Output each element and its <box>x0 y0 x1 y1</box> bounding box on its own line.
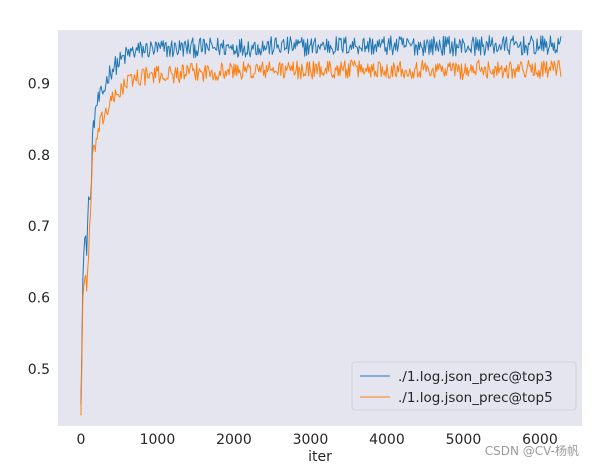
y-ticks: 0.5 0.6 0.7 0.8 0.9 <box>28 77 50 378</box>
legend-label: ./1.log.json_prec@top3 <box>398 369 553 385</box>
watermark: CSDN @CV-杨帆 <box>485 443 579 458</box>
x-tick-label: 3000 <box>293 432 329 448</box>
series-line <box>80 35 562 405</box>
legend: ./1.log.json_prec@top3 ./1.log.json_prec@… <box>351 361 577 411</box>
y-tick-label: 0.8 <box>28 148 50 164</box>
x-ticks: 0 1000 2000 3000 4000 5000 6000 <box>76 432 557 448</box>
x-tick-label: 5000 <box>446 432 482 448</box>
y-tick-label: 0.7 <box>28 219 50 235</box>
x-tick-label: 0 <box>76 432 85 448</box>
x-tick-label: 4000 <box>369 432 405 448</box>
legend-box <box>351 361 577 411</box>
series-layer <box>80 35 562 416</box>
x-axis-label: iter <box>308 449 332 465</box>
x-tick-label: 6000 <box>522 432 558 448</box>
y-tick-label: 0.9 <box>28 77 50 93</box>
y-tick-label: 0.5 <box>28 362 50 378</box>
legend-label: ./1.log.json_prec@top5 <box>398 390 553 406</box>
y-tick-label: 0.6 <box>28 291 50 307</box>
series-line <box>80 59 562 416</box>
x-tick-label: 1000 <box>140 432 176 448</box>
x-tick-label: 2000 <box>216 432 252 448</box>
plot-area <box>58 30 582 426</box>
